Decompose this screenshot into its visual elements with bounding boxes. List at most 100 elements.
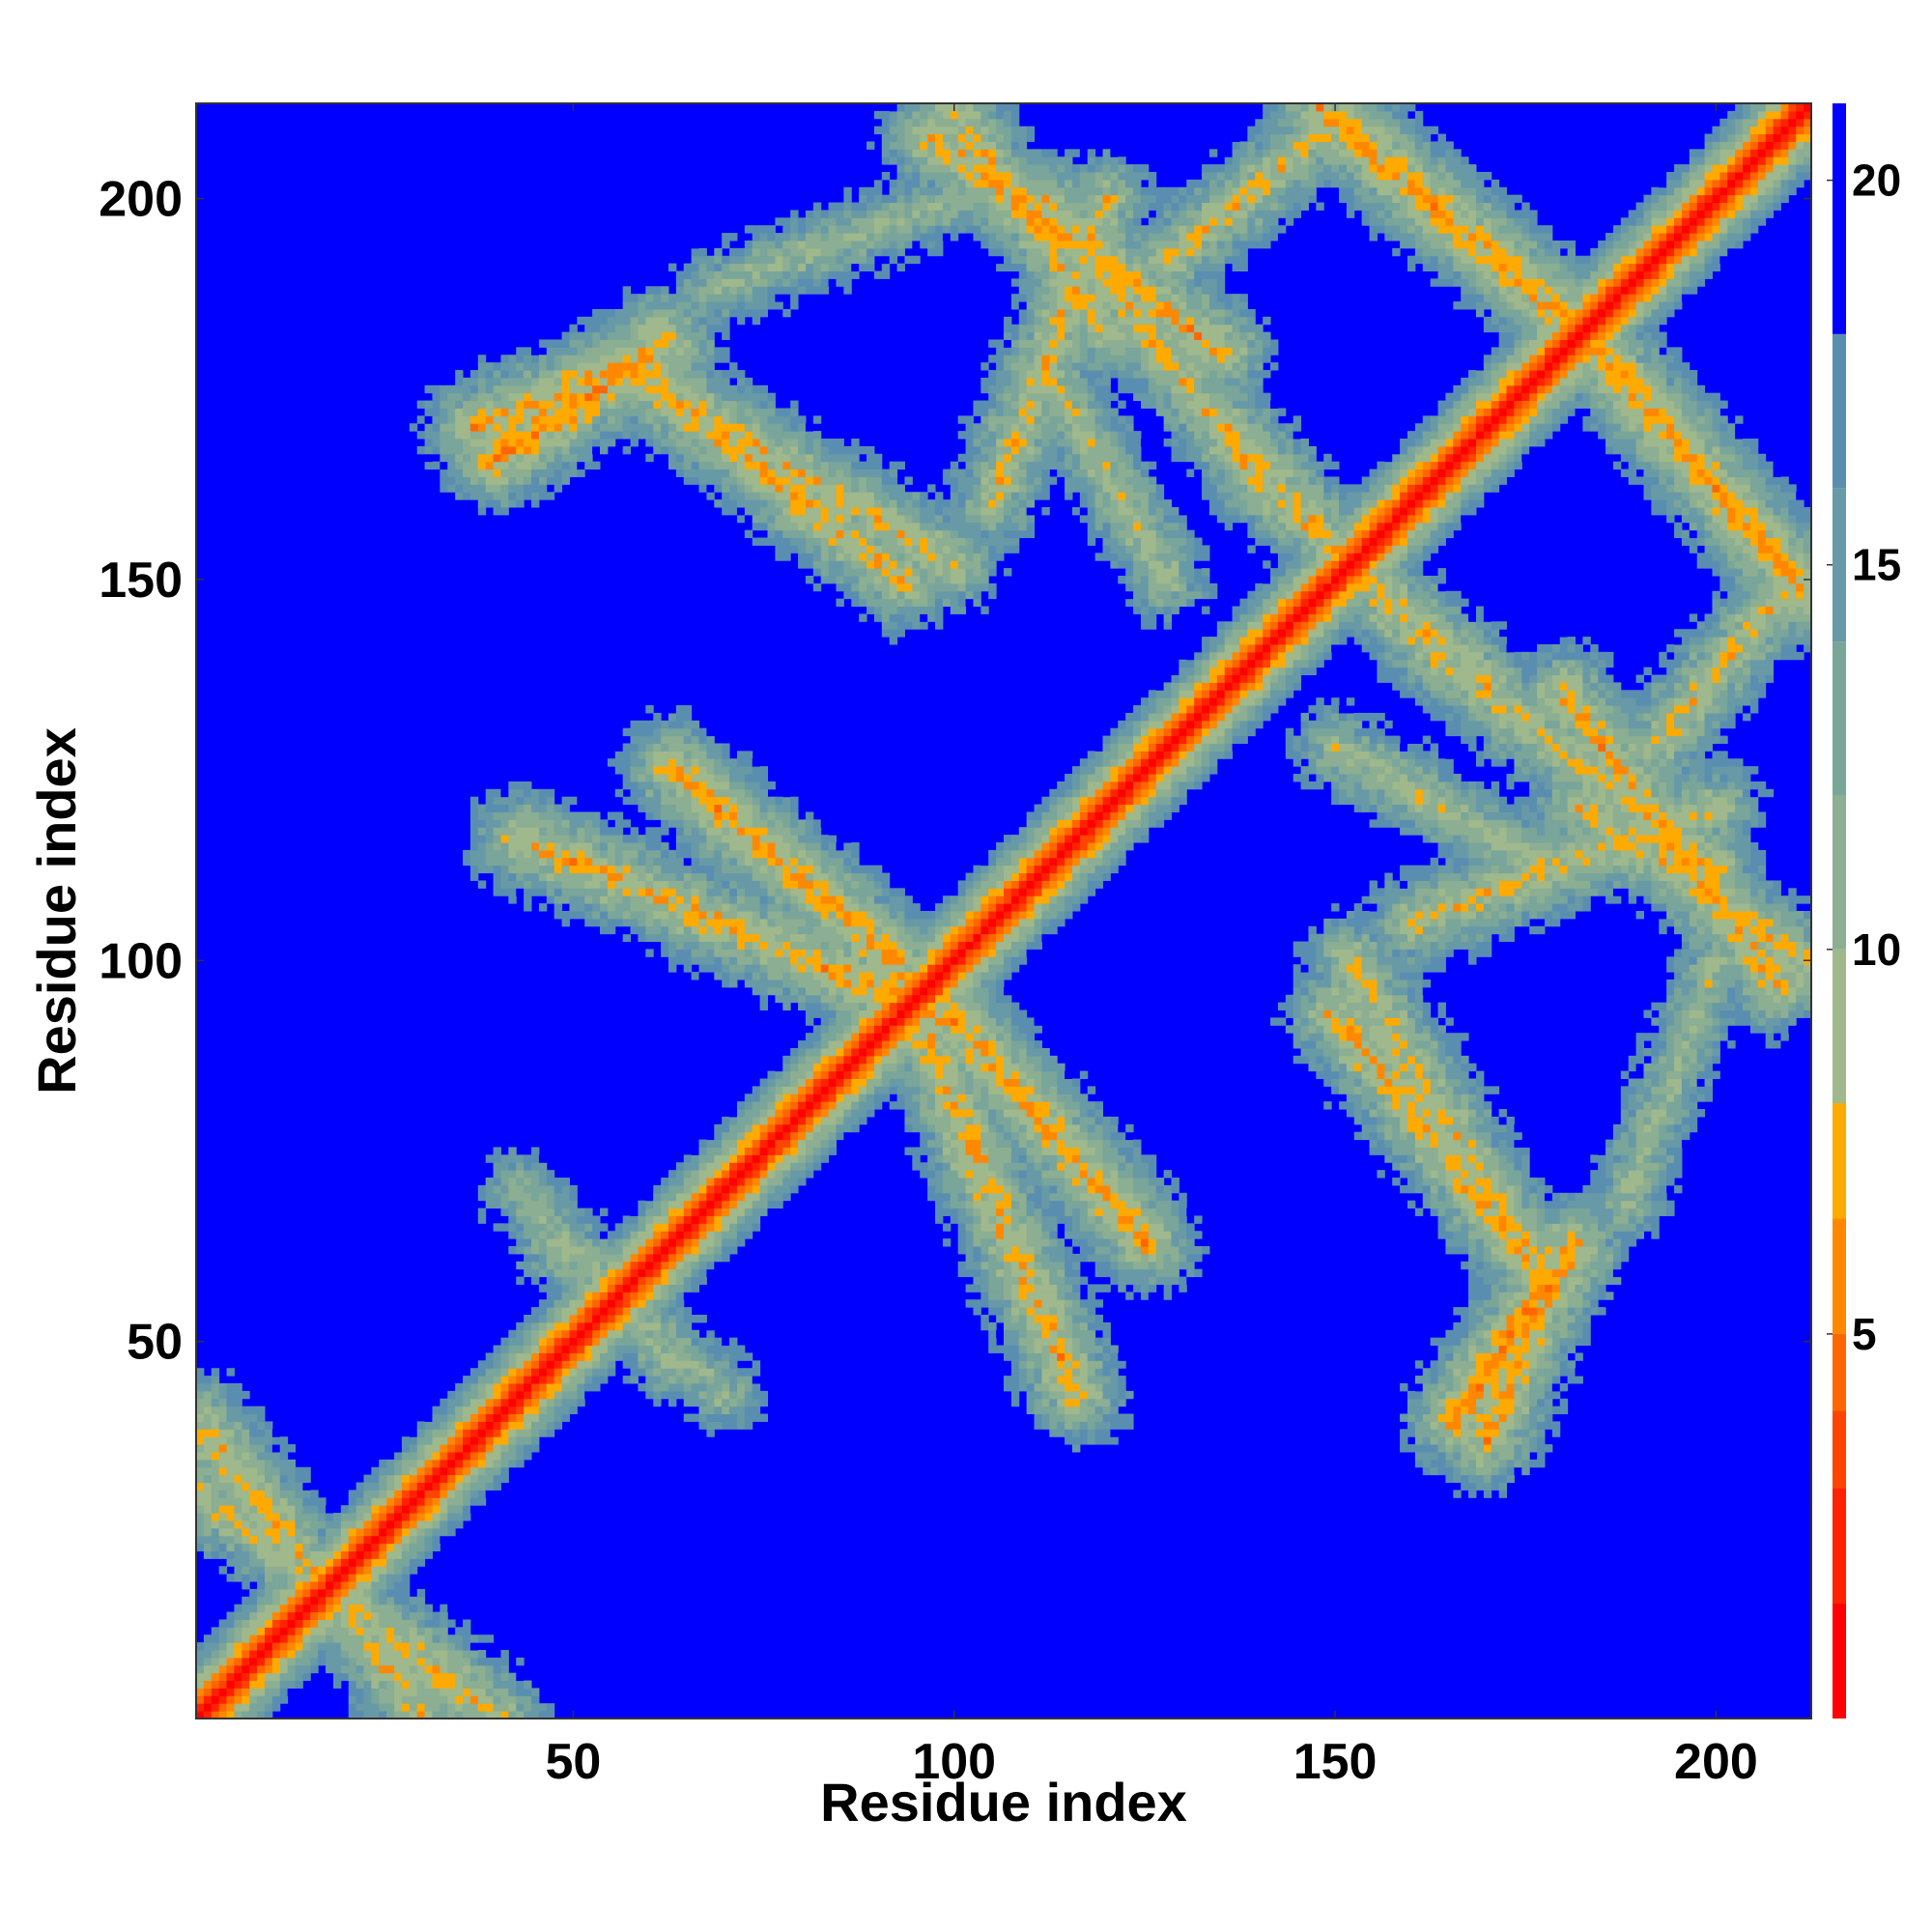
heatmap-cell: [790, 994, 799, 1004]
heatmap-cell: [531, 1711, 540, 1719]
heatmap-cell: [607, 811, 616, 820]
heatmap-cell: [211, 1490, 220, 1498]
heatmap-cell: [752, 781, 761, 790]
heatmap-cell: [546, 1337, 555, 1347]
heatmap-cell: [531, 1360, 540, 1369]
heatmap-cell: [379, 1703, 387, 1712]
heatmap-cell: [348, 1688, 357, 1696]
heatmap-cell: [820, 270, 830, 279]
heatmap-cell: [767, 499, 776, 508]
heatmap-cell: [622, 1246, 632, 1255]
heatmap-cell: [722, 811, 730, 820]
heatmap-cell: [493, 857, 501, 867]
heatmap-cell: [355, 1482, 365, 1491]
heatmap-cell: [416, 415, 426, 424]
heatmap-cell: [340, 1657, 350, 1666]
heatmap-cell: [538, 1162, 548, 1171]
heatmap-cell: [577, 911, 585, 920]
heatmap-cell: [820, 1025, 830, 1034]
heatmap-cell: [447, 1642, 456, 1651]
heatmap-cell: [196, 1382, 205, 1392]
heatmap-cell: [706, 1238, 715, 1247]
heatmap-cell: [759, 1162, 769, 1171]
heatmap-cell: [805, 210, 814, 218]
heatmap-cell: [691, 1147, 700, 1155]
heatmap-cell: [828, 1086, 837, 1094]
heatmap-cell: [211, 1520, 220, 1529]
heatmap-cell: [531, 484, 540, 493]
heatmap-cell: [249, 1711, 258, 1719]
heatmap-cell: [485, 1703, 495, 1712]
heatmap-cell: [584, 453, 593, 463]
heatmap-cell: [394, 1650, 403, 1659]
heatmap-cell: [440, 1520, 448, 1529]
heatmap-cell: [630, 1321, 639, 1331]
heatmap-cell: [812, 888, 822, 896]
heatmap-cell: [455, 1390, 464, 1400]
heatmap-cell: [683, 796, 693, 806]
heatmap-cell: [607, 1307, 616, 1316]
heatmap-cell: [493, 453, 501, 463]
heatmap-cell: [447, 1664, 456, 1674]
heatmap-cell: [379, 1650, 387, 1659]
heatmap-cell: [675, 918, 685, 927]
heatmap-cell: [661, 751, 669, 759]
heatmap-cell: [714, 819, 723, 828]
heatmap-cell: [584, 415, 593, 424]
heatmap-cell: [714, 431, 723, 440]
heatmap-cell: [759, 781, 769, 790]
heatmap-cell: [722, 933, 730, 943]
heatmap-cell: [569, 1223, 578, 1232]
heatmap-cell: [485, 811, 495, 820]
heatmap-cell: [668, 1223, 677, 1232]
heatmap-cell: [379, 1558, 387, 1567]
heatmap-cell: [668, 392, 677, 402]
heatmap-cell: [287, 1664, 297, 1674]
heatmap-cell: [614, 370, 624, 379]
heatmap-cell: [775, 278, 783, 287]
heatmap-cell: [714, 1184, 723, 1194]
heatmap-cell: [531, 1208, 540, 1216]
heatmap-cell: [432, 415, 440, 424]
heatmap-cell: [736, 294, 746, 302]
heatmap-cell: [485, 857, 495, 867]
heatmap-cell: [394, 1611, 403, 1620]
heatmap-cell: [432, 1466, 440, 1476]
heatmap-cell: [638, 872, 646, 881]
heatmap-cell: [218, 1497, 228, 1506]
heatmap-cell: [516, 1459, 525, 1468]
heatmap-cell: [828, 461, 837, 470]
heatmap-cell: [714, 1360, 723, 1369]
heatmap-cell: [675, 712, 685, 722]
heatmap-cell: [516, 1208, 525, 1216]
heatmap-cell: [653, 804, 662, 812]
heatmap-cell: [706, 956, 715, 965]
heatmap-cell: [630, 1292, 639, 1300]
heatmap-cell: [661, 301, 669, 310]
heatmap-cell: [683, 1376, 693, 1384]
heatmap-cell: [661, 324, 669, 333]
heatmap-cell: [775, 453, 783, 463]
heatmap-cell: [790, 278, 799, 287]
heatmap-cell: [538, 362, 548, 371]
heatmap-cell: [592, 1276, 601, 1285]
heatmap-cell: [661, 439, 669, 447]
heatmap-cell: [722, 949, 730, 957]
heatmap-cell: [645, 1376, 654, 1384]
heatmap-cell: [524, 1436, 532, 1445]
heatmap-cell: [622, 842, 632, 851]
heatmap-cell: [531, 1329, 540, 1339]
heatmap-cell: [828, 522, 837, 531]
heatmap-cell: [485, 1482, 495, 1491]
heatmap-cell: [668, 384, 677, 394]
heatmap-cell: [264, 1550, 273, 1559]
heatmap-cell: [485, 392, 495, 402]
heatmap-cell: [477, 484, 487, 493]
heatmap-cell: [675, 1253, 685, 1263]
heatmap-cell: [820, 1009, 830, 1018]
heatmap-cell: [516, 499, 525, 508]
heatmap-cell: [722, 766, 730, 775]
heatmap-cell: [524, 835, 532, 843]
heatmap-cell: [630, 1329, 639, 1339]
heatmap-cell: [524, 370, 532, 379]
